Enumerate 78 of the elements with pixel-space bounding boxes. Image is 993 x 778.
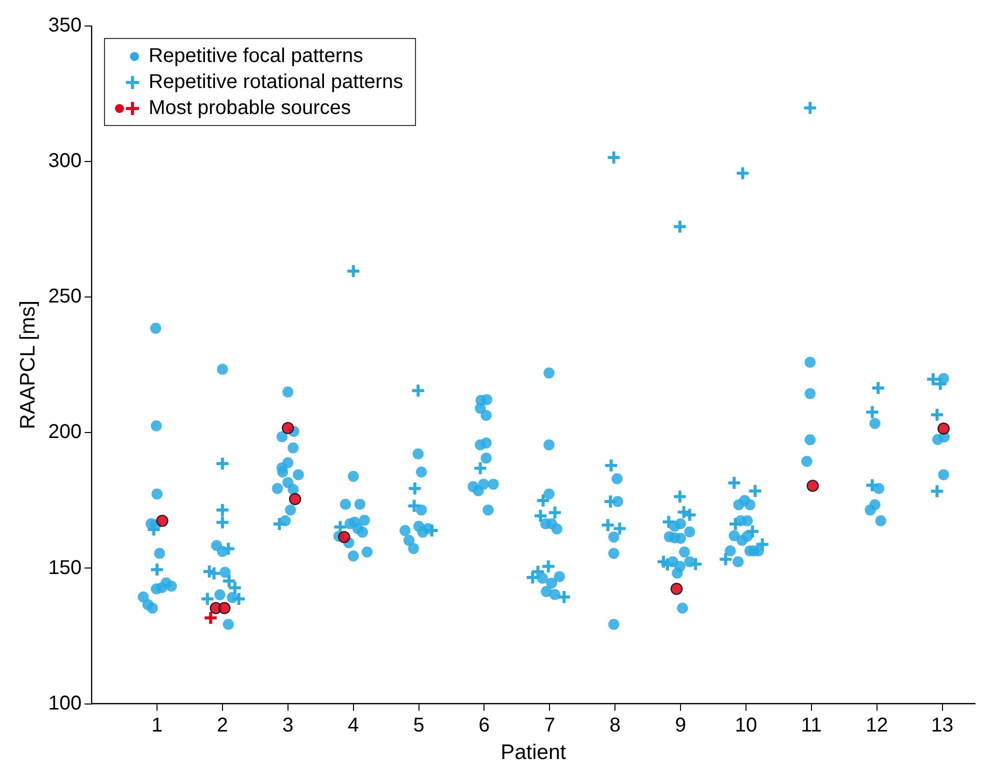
point	[870, 380, 886, 396]
point	[547, 505, 562, 520]
point	[220, 541, 236, 556]
point	[688, 556, 704, 572]
x-tick-label: 4	[348, 714, 359, 736]
point	[214, 502, 230, 518]
point	[726, 475, 742, 490]
point	[338, 530, 350, 544]
point	[603, 494, 618, 510]
point	[282, 422, 294, 434]
point	[214, 514, 230, 530]
point	[406, 498, 422, 514]
point	[661, 514, 676, 530]
x-tick-label: 12	[866, 714, 888, 736]
point	[735, 166, 750, 181]
point	[612, 521, 628, 536]
y-tick-label: 100	[48, 692, 82, 714]
legend-label: Repetitive focal patterns	[148, 44, 364, 69]
point	[203, 610, 218, 626]
x-tick-label: 7	[544, 714, 556, 736]
x-tick-label: 10	[734, 714, 758, 736]
x-tick-label: 11	[801, 714, 822, 736]
y-tick-label: 350	[48, 14, 82, 37]
x-tick-label: 9	[674, 714, 686, 736]
point	[600, 518, 616, 533]
point	[672, 219, 688, 234]
point	[540, 558, 556, 574]
point	[864, 404, 880, 420]
point	[672, 489, 688, 504]
y-tick-label: 300	[48, 150, 82, 172]
legend-label: Repetitive rotational patterns	[148, 70, 404, 95]
point	[407, 481, 422, 496]
x-tick-label: 5	[413, 714, 424, 736]
point	[218, 602, 231, 614]
point	[150, 562, 165, 578]
point	[214, 456, 230, 472]
x-axis-title: Patient	[500, 741, 566, 764]
point	[332, 520, 348, 535]
point	[937, 422, 950, 435]
point	[806, 480, 819, 492]
point	[272, 516, 287, 532]
point	[231, 591, 246, 606]
y-tick-label: 150	[48, 556, 82, 579]
point	[288, 493, 302, 506]
point	[864, 478, 880, 493]
point	[532, 508, 548, 524]
y-axis-title: RAAPCL [ms]	[16, 300, 40, 430]
point	[606, 150, 622, 165]
point	[604, 458, 619, 473]
x-tick-label: 3	[282, 714, 294, 736]
x-tick-label: 8	[610, 714, 621, 736]
point	[156, 514, 168, 527]
point	[670, 582, 683, 595]
point	[930, 407, 945, 422]
y-tick-label: 250	[48, 286, 82, 308]
point	[728, 516, 743, 532]
x-tick-label: 13	[931, 714, 954, 736]
point	[718, 552, 734, 567]
point	[930, 484, 945, 499]
y-tick-label: 200	[48, 421, 82, 444]
point	[556, 589, 572, 604]
point	[472, 460, 488, 476]
point	[525, 570, 540, 585]
point	[656, 554, 672, 570]
point	[530, 564, 546, 580]
point	[346, 264, 361, 279]
legend-label: Most probable sources	[148, 96, 351, 121]
x-tick-label: 6	[478, 714, 490, 736]
x-tick-label: 2	[216, 714, 228, 736]
point	[748, 483, 763, 498]
point	[754, 536, 770, 552]
point	[410, 383, 426, 398]
x-tick-label: 1	[151, 714, 163, 736]
point	[200, 591, 215, 606]
point	[802, 100, 818, 116]
point	[660, 556, 675, 572]
point	[745, 524, 760, 539]
point	[536, 492, 551, 508]
